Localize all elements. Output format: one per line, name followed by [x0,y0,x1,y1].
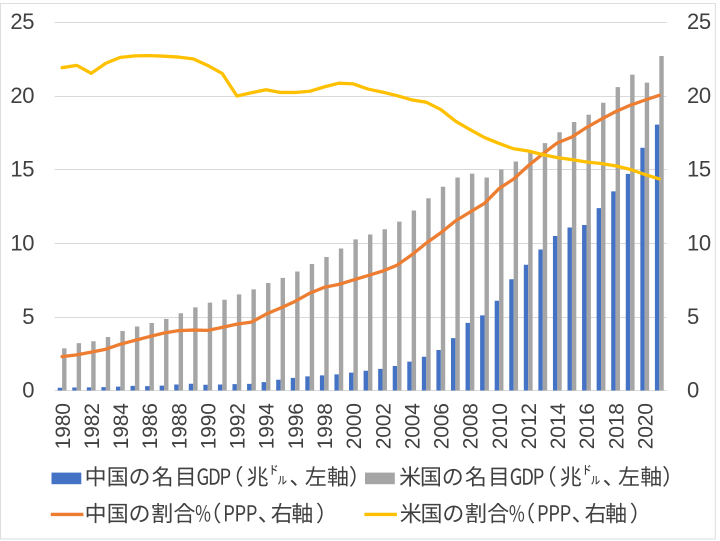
svg-text:25: 25 [10,9,34,34]
svg-text:2014: 2014 [547,403,570,449]
svg-text:2000: 2000 [343,403,366,449]
svg-text:2004: 2004 [401,403,424,449]
svg-text:20: 20 [10,83,34,108]
svg-text:2018: 2018 [605,403,628,449]
svg-text:1982: 1982 [81,403,104,449]
svg-text:2016: 2016 [576,403,599,449]
svg-text:2002: 2002 [372,403,395,449]
svg-text:15: 15 [687,157,711,182]
svg-text:1990: 1990 [197,403,220,449]
svg-text:1984: 1984 [110,403,133,449]
svg-text:10: 10 [687,230,711,255]
svg-text:1988: 1988 [168,403,191,449]
svg-text:1986: 1986 [139,403,162,449]
svg-text:2012: 2012 [518,403,541,449]
svg-text:2008: 2008 [460,403,483,449]
svg-text:2020: 2020 [634,403,657,449]
svg-text:5: 5 [22,304,34,329]
svg-text:1980: 1980 [52,403,75,449]
svg-text:15: 15 [10,157,34,182]
svg-text:1994: 1994 [256,403,279,449]
svg-text:2010: 2010 [489,403,512,449]
svg-text:1998: 1998 [314,403,337,449]
svg-text:5: 5 [687,304,699,329]
svg-text:10: 10 [10,230,34,255]
svg-text:1992: 1992 [227,403,250,449]
svg-text:0: 0 [22,378,34,403]
svg-text:0: 0 [687,378,699,403]
svg-text:1996: 1996 [285,403,308,449]
svg-text:20: 20 [687,83,711,108]
svg-text:2006: 2006 [431,403,454,449]
svg-text:25: 25 [687,9,711,34]
